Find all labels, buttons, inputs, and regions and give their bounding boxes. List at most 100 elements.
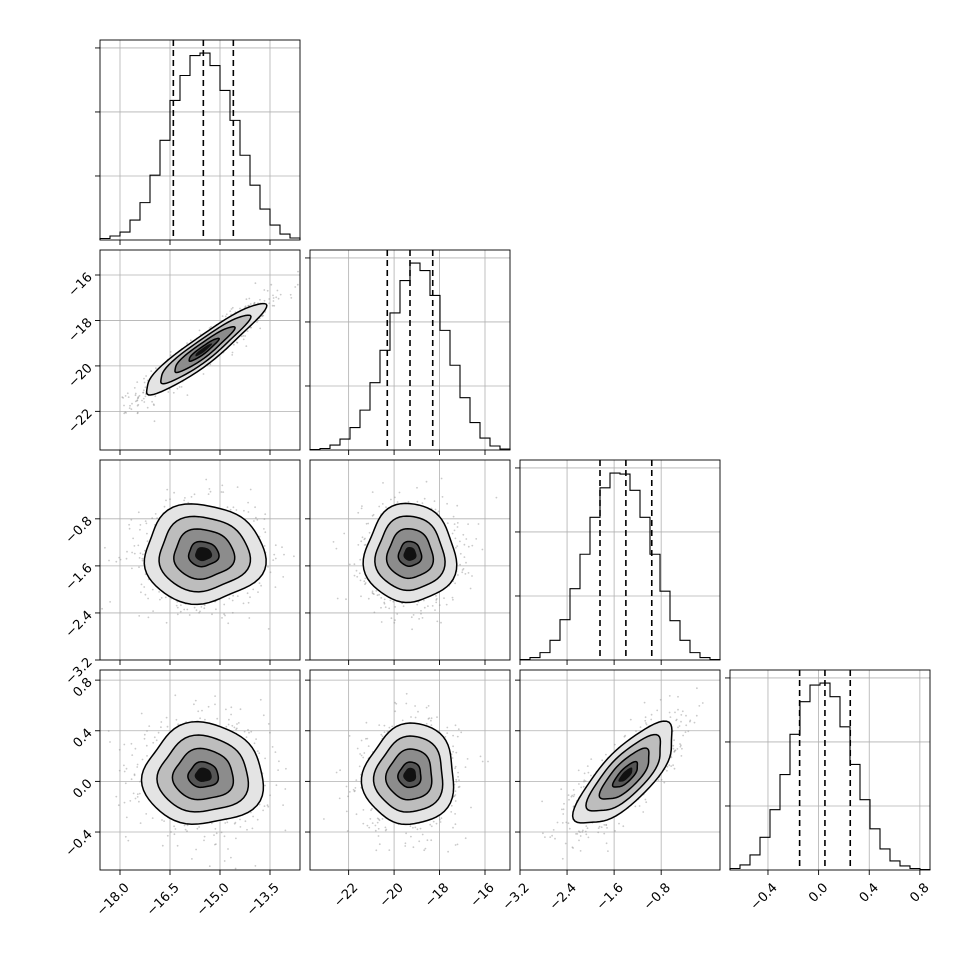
sample-point	[430, 724, 433, 726]
sample-point	[170, 831, 172, 833]
sample-point	[139, 780, 142, 783]
sample-point	[138, 615, 141, 617]
sample-point	[223, 603, 226, 606]
sample-point	[223, 860, 226, 862]
sample-point	[244, 306, 246, 309]
sample-point	[235, 509, 238, 511]
sample-point	[428, 717, 431, 719]
sample-point	[395, 702, 398, 705]
sample-point	[166, 834, 169, 837]
sample-point	[451, 757, 454, 759]
sample-point	[447, 850, 449, 853]
sample-point	[138, 557, 141, 559]
sample-point	[193, 606, 196, 609]
sample-point	[370, 809, 372, 812]
sample-point	[253, 302, 256, 304]
sample-point	[424, 847, 427, 850]
sample-point	[256, 750, 259, 752]
sample-point	[250, 326, 253, 329]
sample-point	[427, 705, 430, 707]
sample-point	[429, 823, 432, 826]
sample-point	[230, 308, 233, 310]
sample-point	[388, 849, 391, 851]
sample-point	[123, 764, 125, 767]
sample-point	[368, 826, 371, 829]
sample-point	[154, 513, 157, 515]
sample-point	[147, 616, 150, 619]
sample-point	[263, 518, 266, 520]
sample-point	[440, 477, 443, 480]
sample-point	[123, 743, 126, 746]
contour-line	[374, 515, 446, 592]
sample-point	[236, 723, 238, 725]
sample-point	[464, 573, 467, 575]
sample-point	[414, 826, 417, 829]
sample-point	[372, 513, 375, 516]
sample-point	[456, 522, 459, 524]
sample-point	[157, 731, 160, 734]
sample-point	[440, 621, 442, 624]
sample-point	[101, 607, 103, 610]
sample-point	[224, 614, 226, 617]
sample-point	[172, 391, 175, 394]
sample-point	[371, 592, 374, 594]
sample-point	[175, 718, 178, 721]
sample-point	[462, 568, 465, 570]
scatter-panel-2-3	[305, 459, 511, 661]
scatter-panel-1-3	[99, 459, 301, 661]
sample-point	[457, 574, 459, 576]
sample-point	[296, 283, 299, 286]
sample-point	[230, 856, 232, 859]
sample-point	[367, 522, 370, 525]
sample-point	[390, 617, 393, 620]
sample-point	[226, 506, 229, 509]
sample-point	[227, 848, 229, 850]
sample-point	[358, 572, 361, 575]
sample-point	[363, 538, 366, 541]
sample-point	[180, 604, 182, 607]
sample-point	[369, 818, 372, 820]
sample-point	[107, 730, 110, 732]
sample-point	[132, 537, 135, 540]
sample-point	[215, 608, 217, 611]
sample-point	[258, 582, 261, 584]
sample-point	[144, 549, 146, 552]
sample-point	[267, 628, 270, 630]
sample-point	[364, 543, 367, 546]
sample-point	[401, 719, 404, 722]
sample-point	[456, 735, 459, 738]
sample-point	[457, 771, 459, 774]
sample-point	[235, 837, 237, 840]
sample-point	[458, 785, 461, 788]
sample-point	[215, 832, 218, 835]
sample-point	[381, 503, 384, 505]
sample-point	[233, 822, 236, 825]
sample-point	[364, 537, 366, 540]
sample-point	[236, 727, 238, 730]
sample-point	[411, 628, 413, 631]
sample-point	[233, 726, 236, 729]
sample-point	[365, 522, 368, 525]
sample-point	[579, 850, 582, 852]
sample-point	[263, 528, 265, 530]
sample-point	[199, 610, 201, 613]
sample-point	[335, 771, 338, 774]
sample-point	[129, 404, 131, 407]
sample-point	[363, 544, 366, 546]
sample-point	[136, 381, 139, 383]
sample-point	[165, 621, 168, 624]
sample-point	[297, 270, 299, 273]
histogram-panel-4	[725, 669, 931, 871]
sample-point	[414, 705, 416, 707]
sample-point	[404, 842, 407, 845]
contour-line	[397, 761, 422, 789]
sample-point	[245, 298, 248, 301]
sample-point	[464, 766, 467, 768]
sample-point	[410, 835, 412, 838]
sample-point	[410, 716, 412, 718]
sample-point	[544, 836, 546, 838]
sample-point	[141, 758, 144, 761]
sample-point	[247, 304, 250, 307]
sample-point	[380, 621, 383, 623]
sample-point	[416, 486, 418, 489]
